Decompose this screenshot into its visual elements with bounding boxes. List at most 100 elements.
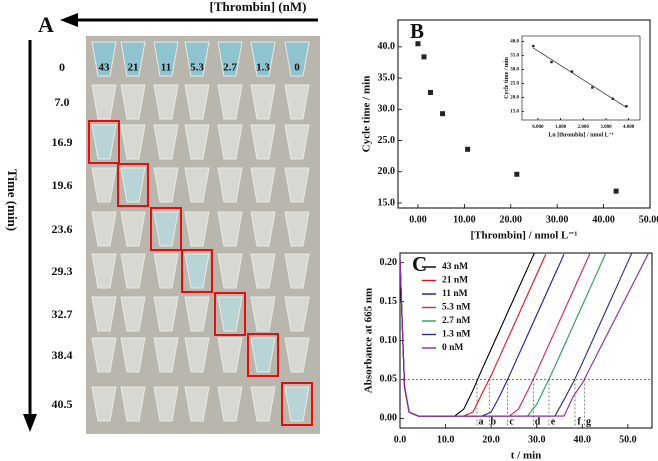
- highlight-box: [88, 120, 120, 164]
- tube: [91, 296, 117, 332]
- x-tick-label: 30.00: [546, 214, 569, 225]
- tube: [120, 124, 146, 160]
- tube: [284, 211, 310, 247]
- point: [613, 188, 619, 194]
- tube: [217, 167, 243, 203]
- tube: [184, 253, 210, 289]
- y-axis-label: Cycle time / min: [504, 56, 510, 98]
- tube: [184, 84, 210, 120]
- point: [611, 97, 614, 100]
- tube: [184, 124, 210, 160]
- tube: [217, 41, 243, 77]
- y-axis-label: Cycle time / min: [361, 76, 373, 153]
- tube: [153, 296, 179, 332]
- arrow-head: [23, 414, 37, 432]
- arrow-head: [60, 13, 78, 27]
- tube: [120, 167, 146, 203]
- tube: [250, 337, 276, 373]
- tube: [250, 296, 276, 332]
- time-label: 38.4: [52, 348, 73, 362]
- point: [465, 146, 471, 152]
- marker-label: d: [535, 416, 541, 427]
- x-tick-label: 30.0: [528, 434, 546, 445]
- concentration-label: 1.3: [256, 62, 270, 74]
- tube: [217, 337, 243, 373]
- panel-label: B: [410, 19, 424, 43]
- tube: [120, 337, 146, 373]
- tube: [184, 211, 210, 247]
- y-tick-label: 30.0: [510, 68, 519, 73]
- y-tick-label: 25.0: [378, 135, 396, 146]
- y-tick-label: 0.20: [380, 257, 398, 268]
- point: [591, 86, 594, 89]
- tube: [91, 167, 117, 203]
- time-label: 32.7: [52, 307, 73, 321]
- tube: [284, 296, 310, 332]
- legend-label: 2.7 nM: [442, 316, 471, 326]
- marker-label: c: [509, 416, 514, 427]
- point: [421, 54, 427, 60]
- plot-frame: [399, 252, 653, 429]
- concentration-label: 11: [161, 62, 171, 74]
- tube: [284, 124, 310, 160]
- inset-frame: [521, 35, 641, 121]
- tube: [217, 253, 243, 289]
- y-tick-label: 0.10: [380, 335, 398, 346]
- time-label: 23.6: [52, 222, 73, 236]
- panel-header: [Thrombin] (nM): [210, 0, 307, 14]
- marker-label: e: [551, 416, 556, 427]
- tube: [91, 253, 117, 289]
- highlight-box: [281, 382, 313, 426]
- time-label: 16.9: [52, 135, 73, 149]
- y-tick-label: 35.0: [510, 54, 519, 59]
- tube: [217, 124, 243, 160]
- tube: [153, 211, 179, 247]
- y-tick-label: 35.0: [378, 72, 396, 83]
- y-tick-label: 0.00: [380, 413, 398, 424]
- tube: [153, 386, 179, 422]
- tube: [184, 41, 210, 77]
- tube: [284, 167, 310, 203]
- tube: [91, 41, 117, 77]
- marker-label: b: [491, 416, 497, 427]
- tube: [153, 84, 179, 120]
- tube: [250, 84, 276, 120]
- plot-area: [400, 253, 652, 428]
- y-tick-label: 15.0: [378, 197, 396, 208]
- point: [570, 70, 574, 73]
- concentration-label: 0: [294, 62, 300, 74]
- concentration-label: 2.7: [223, 62, 237, 74]
- legend-label: 11 nM: [442, 289, 468, 299]
- highlight-box: [117, 163, 149, 207]
- y-tick-label: 15.0: [510, 110, 519, 115]
- x-tick-label: 40.00: [592, 214, 615, 225]
- point: [427, 89, 433, 95]
- marker-label: a: [479, 416, 484, 427]
- tube: [284, 337, 310, 373]
- concentration-label: 5.3: [190, 62, 204, 74]
- tube: [250, 167, 276, 203]
- tube: [250, 41, 276, 77]
- tube: [153, 41, 179, 77]
- x-tick-label: 10.0: [437, 434, 455, 445]
- time-label: 7.0: [55, 95, 70, 109]
- y-tick-label: 40.0: [510, 40, 519, 45]
- tube: [250, 386, 276, 422]
- point: [625, 105, 628, 108]
- panel-label: A: [38, 12, 54, 37]
- tube: [91, 124, 117, 160]
- legend-label: 0 nM: [442, 343, 463, 353]
- tube: [184, 296, 210, 332]
- y-tick-label: 0.05: [380, 374, 398, 385]
- tube: [284, 253, 310, 289]
- point: [532, 44, 535, 48]
- axis-label: Time (min): [5, 169, 20, 231]
- tube: [284, 41, 310, 77]
- tube: [153, 253, 179, 289]
- time-label: 19.6: [52, 178, 73, 192]
- marker-label: g: [586, 416, 591, 427]
- panel-label: C: [412, 252, 427, 276]
- tube: [91, 211, 117, 247]
- y-tick-label: 25.0: [510, 82, 519, 87]
